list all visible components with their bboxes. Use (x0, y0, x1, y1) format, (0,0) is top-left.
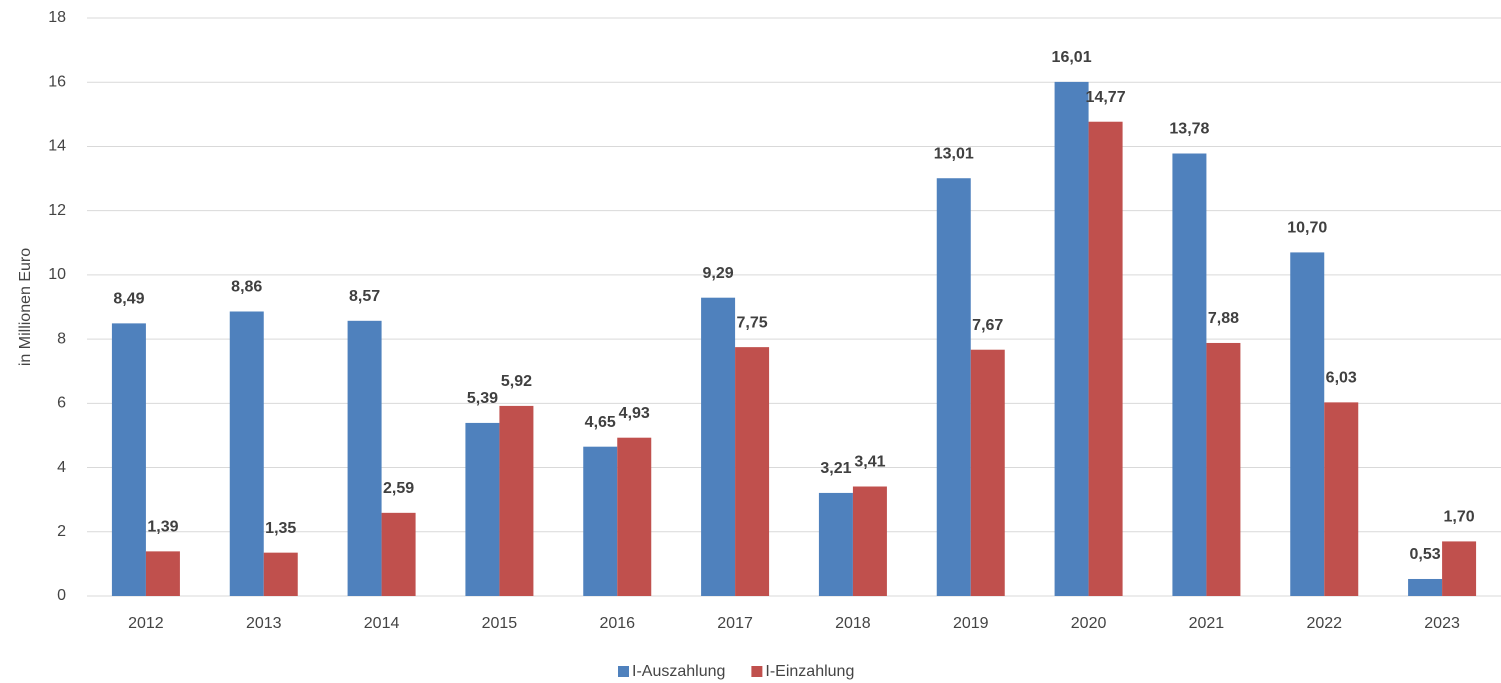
bar (112, 323, 146, 596)
value-label: 16,01 (1052, 49, 1092, 66)
value-label: 4,93 (619, 405, 650, 422)
y-axis-label: in Millionen Euro (17, 248, 34, 366)
value-label: 5,92 (501, 373, 532, 390)
value-label: 13,01 (934, 145, 974, 162)
x-tick-label: 2023 (1424, 615, 1460, 632)
bar (819, 493, 853, 596)
bar (1055, 82, 1089, 596)
y-tick-label: 2 (57, 523, 66, 540)
bar (465, 423, 499, 596)
value-label: 4,65 (585, 414, 616, 431)
bar (1206, 343, 1240, 596)
value-label: 9,29 (703, 265, 734, 282)
x-tick-label: 2019 (953, 615, 989, 632)
value-label: 1,39 (147, 519, 178, 536)
value-label: 14,77 (1086, 89, 1126, 106)
y-tick-label: 18 (48, 9, 66, 26)
value-label: 2,59 (383, 480, 414, 497)
value-label: 1,70 (1444, 509, 1475, 526)
bar (735, 347, 769, 596)
value-label: 5,39 (467, 390, 498, 407)
value-label: 7,67 (972, 317, 1003, 334)
y-tick-label: 14 (48, 138, 66, 155)
y-tick-label: 0 (57, 587, 66, 604)
bar (348, 321, 382, 596)
legend-swatch (751, 666, 762, 677)
x-tick-label: 2022 (1306, 615, 1342, 632)
bar (264, 553, 298, 596)
bar (1442, 541, 1476, 596)
value-label: 0,53 (1410, 546, 1441, 563)
bar (617, 438, 651, 596)
value-label: 3,21 (820, 460, 851, 477)
chart: in Millionen Euro 0 2 4 6 8 10 12 14 16 18 2012 8,4… (0, 0, 1501, 683)
legend-swatch (618, 666, 629, 677)
value-label: 1,35 (265, 520, 296, 537)
bar (971, 350, 1005, 596)
bar (583, 447, 617, 596)
bar (1089, 122, 1123, 596)
bar (230, 311, 264, 596)
value-label: 10,70 (1287, 220, 1327, 237)
value-label: 13,78 (1169, 121, 1209, 138)
bar (499, 406, 533, 596)
x-tick-label: 2020 (1071, 615, 1107, 632)
bar (937, 178, 971, 596)
bar (853, 487, 887, 596)
legend-label: I-Auszahlung (632, 663, 725, 680)
value-label: 8,49 (113, 291, 144, 308)
x-tick-label: 2013 (246, 615, 282, 632)
value-label: 7,75 (737, 314, 768, 331)
x-tick-label: 2017 (717, 615, 753, 632)
bar (1408, 579, 1442, 596)
y-tick-label: 4 (57, 459, 66, 476)
y-tick-label: 6 (57, 395, 66, 412)
value-label: 6,03 (1326, 370, 1357, 387)
bar (1324, 402, 1358, 596)
y-tick-label: 16 (48, 73, 66, 90)
bar (382, 513, 416, 596)
x-tick-label: 2021 (1189, 615, 1225, 632)
value-label: 3,41 (854, 454, 885, 471)
x-tick-label: 2014 (364, 615, 400, 632)
bar (1290, 252, 1324, 596)
x-tick-label: 2015 (482, 615, 518, 632)
value-label: 7,88 (1208, 310, 1239, 327)
value-label: 8,86 (231, 279, 262, 296)
bar (146, 551, 180, 596)
legend-label: I-Einzahlung (765, 663, 854, 680)
y-tick-label: 8 (57, 330, 66, 347)
bar (1172, 154, 1206, 596)
x-tick-label: 2016 (599, 615, 635, 632)
bar (701, 298, 735, 596)
x-tick-label: 2018 (835, 615, 871, 632)
y-tick-label: 12 (48, 202, 66, 219)
y-tick-label: 10 (48, 266, 66, 283)
x-tick-label: 2012 (128, 615, 164, 632)
value-label: 8,57 (349, 288, 380, 305)
